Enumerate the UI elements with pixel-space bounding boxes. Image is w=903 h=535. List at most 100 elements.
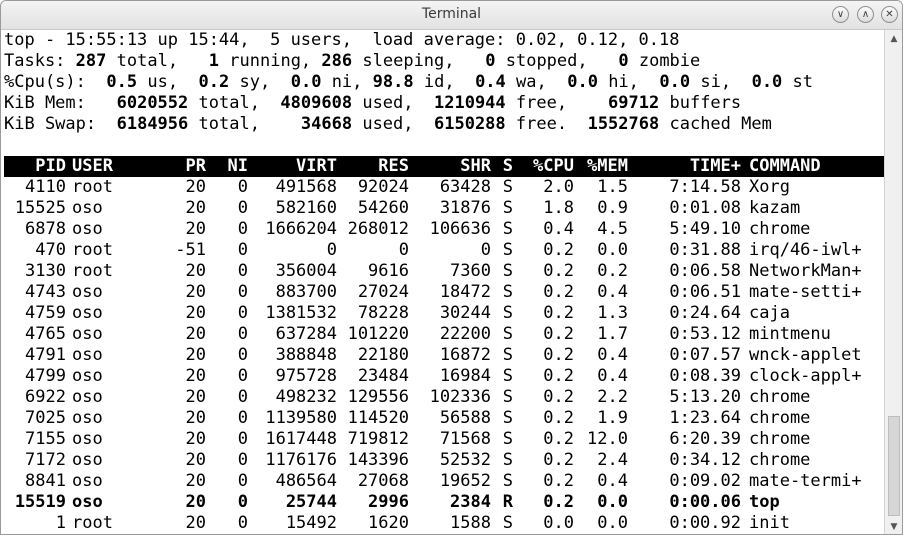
cell-command: kazam	[749, 198, 801, 218]
cell-cpu: 0.2	[543, 408, 574, 428]
cell-cpu: 0.2	[543, 450, 574, 470]
cell-pid: 4759	[25, 303, 66, 323]
cell-command: chrome	[749, 450, 811, 470]
cell-time: 7:14.58	[669, 177, 741, 197]
cell-mem: 2.4	[597, 450, 628, 470]
cpu-sy-label: sy,	[239, 72, 271, 92]
header-user: USER	[72, 156, 113, 176]
cell-virt: 25744	[285, 492, 337, 512]
cell-user: oso	[72, 387, 103, 407]
cpu-hi: 0.0	[567, 72, 598, 92]
cell-command: chrome	[749, 387, 811, 407]
cell-time: 6:20.39	[669, 429, 741, 449]
cell-pid: 7025	[25, 408, 66, 428]
cell-cpu: 0.2	[543, 492, 574, 512]
scrollbar-thumb[interactable]	[888, 416, 900, 516]
cell-ni: 0	[237, 366, 248, 386]
cell-pr: 20	[185, 198, 206, 218]
cell-virt: 491568	[275, 177, 337, 197]
maximize-button[interactable]: ∧	[857, 6, 874, 23]
mem-buffers-label: buffers	[669, 93, 742, 113]
header-shr: SHR	[460, 156, 491, 176]
cell-res: 101220	[347, 324, 409, 344]
cell-s: S	[502, 177, 513, 197]
cell-pid: 15525	[14, 198, 66, 218]
cell-command: chrome	[749, 429, 811, 449]
cpu-id: 98.8	[372, 72, 414, 92]
header-mem: %MEM	[587, 156, 628, 176]
scrollbar[interactable]: ▲ ▼	[884, 30, 902, 534]
swap-used: 34668	[300, 114, 353, 134]
table-row: 470 root -51 0 0 0 0 S 0.2 0.0 0:31.88 irq/46-iwl+	[4, 240, 882, 261]
blank-line	[4, 135, 882, 156]
swap-label: KiB Swap:	[4, 114, 97, 134]
cell-pid: 6878	[25, 219, 66, 239]
cell-shr: 56588	[439, 408, 491, 428]
cell-cpu: 0.2	[543, 345, 574, 365]
cell-pid: 4765	[25, 324, 66, 344]
table-row: 6878 oso 20 0 1666204 268012 106636 S 0.4 4.5 5:49…	[4, 219, 882, 240]
cpu-label: %Cpu(s):	[4, 72, 86, 92]
cpu-si: 0.0	[659, 72, 691, 92]
table-row: 15525 oso 20 0 582160 54260 31876 S 1.8 0.9 0:01.0…	[4, 198, 882, 219]
cell-res: 143396	[347, 450, 409, 470]
table-row: 4791 oso 20 0 388848 22180 16872 S 0.2 0.4 0:07.57…	[4, 345, 882, 366]
cell-virt: 486564	[275, 471, 337, 491]
cell-res: 1620	[368, 513, 409, 533]
cell-pid: 4791	[25, 345, 66, 365]
cell-command: mate-termi+	[749, 471, 862, 491]
swap-cached-label: cached Mem	[669, 114, 772, 134]
cell-virt: 582160	[275, 198, 337, 218]
cell-shr: 2384	[450, 492, 491, 512]
cell-time: 1:23.64	[669, 408, 741, 428]
cell-command: wnck-applet	[749, 345, 862, 365]
cell-ni: 0	[237, 408, 248, 428]
cell-virt: 498232	[275, 387, 337, 407]
mem-total-label: total,	[198, 93, 260, 113]
scroll-up-button[interactable]: ▲	[885, 32, 902, 46]
cell-virt: 1617448	[265, 429, 337, 449]
cell-shr: 19652	[439, 471, 491, 491]
cell-time: 0:08.39	[669, 366, 741, 386]
cell-command: clock-appl+	[749, 366, 862, 386]
chevron-down-icon: ∨	[836, 8, 845, 20]
cell-virt: 883700	[275, 282, 337, 302]
table-row: 4759 oso 20 0 1381532 78228 30244 S 0.2 1.3 0:24.6…	[4, 303, 882, 324]
cell-mem: 1.3	[597, 303, 628, 323]
cell-s: S	[502, 345, 513, 365]
cell-command: irq/46-iwl+	[749, 240, 862, 260]
cell-s: S	[502, 198, 513, 218]
cell-cpu: 0.2	[543, 240, 574, 260]
mem-free-label: free,	[515, 93, 568, 113]
cell-s: S	[502, 450, 513, 470]
cell-s: S	[502, 366, 513, 386]
cell-time: 0:06.51	[669, 282, 741, 302]
cell-pr: 20	[185, 408, 206, 428]
scroll-down-button[interactable]: ▼	[885, 520, 902, 534]
cpu-hi-label: hi,	[608, 72, 639, 92]
cell-user: oso	[72, 429, 103, 449]
cell-mem: 4.5	[597, 219, 628, 239]
minimize-button[interactable]: ∨	[832, 6, 849, 23]
cell-res: 27024	[357, 282, 409, 302]
cell-virt: 15492	[285, 513, 337, 533]
cell-ni: 0	[237, 345, 248, 365]
cell-user: oso	[72, 492, 103, 512]
cell-command: chrome	[749, 219, 811, 239]
title-bar[interactable]: Terminal ∨ ∧ ✕	[1, 1, 902, 30]
cell-shr: 102336	[429, 387, 491, 407]
close-button[interactable]: ✕	[881, 6, 898, 23]
table-row: 8841 oso 20 0 486564 27068 19652 S 0.2 0.4 0:09.02…	[4, 471, 882, 492]
cell-pr: 20	[185, 471, 206, 491]
cell-user: oso	[72, 324, 103, 344]
cell-time: 0:00.06	[669, 492, 741, 512]
swap-total: 6184956	[116, 114, 189, 134]
cell-time: 0:09.02	[669, 471, 741, 491]
cell-mem: 0.0	[597, 513, 628, 533]
cell-shr: 63428	[439, 177, 491, 197]
cell-res: 0	[398, 240, 409, 260]
terminal-output[interactable]: top - 15:55:13 up 15:44, 5 users, load a…	[4, 30, 884, 534]
cell-res: 27068	[357, 471, 409, 491]
cpu-id-label: id,	[423, 72, 455, 92]
